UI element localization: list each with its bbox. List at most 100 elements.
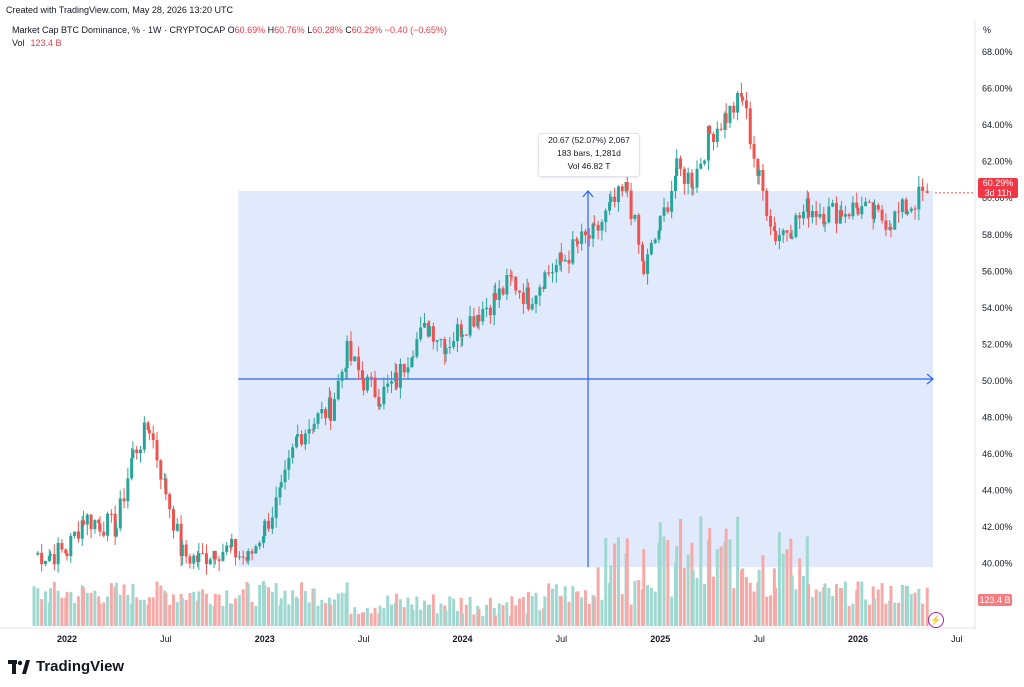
candle-body <box>609 196 613 203</box>
x-tick-label: 2026 <box>848 634 868 644</box>
x-tick-label: 2023 <box>255 634 275 644</box>
volume-bar <box>505 602 509 626</box>
candle-body <box>357 356 361 371</box>
candle-body <box>411 356 415 358</box>
candle-body <box>855 202 859 208</box>
volume-bar <box>250 601 254 626</box>
y-tick-label: 50.00% <box>982 376 1013 386</box>
volume-bar <box>711 576 715 626</box>
volume-bar <box>142 599 146 626</box>
candle-body <box>864 201 868 207</box>
volume-bar <box>679 518 683 626</box>
candle-body <box>904 199 908 215</box>
candle-body <box>360 370 364 380</box>
volume-bar <box>900 584 904 626</box>
candle-body <box>164 478 168 495</box>
volume-bar <box>538 610 542 626</box>
volume-bar <box>184 599 188 626</box>
x-tick-label: 2025 <box>650 634 670 644</box>
candle-body <box>653 239 657 243</box>
volume-bar <box>917 589 921 626</box>
volume-bar <box>455 610 459 626</box>
candle-body <box>761 169 765 191</box>
volume-bar <box>73 602 77 626</box>
volume-bar <box>300 582 304 626</box>
close-value: 60.29% <box>351 25 383 35</box>
volume-bar <box>571 586 575 626</box>
candle-body <box>662 207 666 216</box>
candle-body <box>794 215 798 237</box>
volume-bar <box>93 590 97 626</box>
candle-body <box>279 482 283 488</box>
candle-body <box>175 523 179 531</box>
volume-bar <box>521 596 525 626</box>
brand-footer: TradingView <box>8 658 124 675</box>
volume-bar <box>501 604 505 626</box>
candle-body <box>554 265 558 273</box>
candle-body <box>649 242 653 255</box>
volume-bar <box>658 522 662 626</box>
tooltip-volume: Vol 46.82 T <box>567 161 611 171</box>
candle-body <box>188 556 192 564</box>
candle-body <box>201 553 205 555</box>
candle-body <box>613 196 617 202</box>
volume-bar <box>139 599 143 626</box>
volume-bar <box>217 594 221 626</box>
volume-bar <box>620 594 624 626</box>
candle-body <box>80 520 84 539</box>
volume-bar <box>559 596 563 626</box>
volume-bar <box>708 528 712 626</box>
candle-body <box>320 409 324 414</box>
candle-body <box>708 126 712 134</box>
candle-body <box>802 211 806 219</box>
candle-body <box>52 554 56 565</box>
candle-body <box>798 215 802 219</box>
volume-bar <box>765 596 769 626</box>
candle-body <box>575 239 579 242</box>
volume-bar <box>526 591 530 626</box>
symbol-title: Market Cap BTC Dominance, % · 1W · CRYPT… <box>12 25 226 35</box>
candle-body <box>691 187 695 189</box>
volume-bar <box>49 588 53 626</box>
volume-bar <box>435 613 439 626</box>
volume-bar <box>843 581 847 626</box>
candle-body <box>369 376 373 378</box>
candle-body <box>657 230 661 240</box>
volume-bar <box>818 591 822 626</box>
x-tick-label: 2024 <box>452 634 472 644</box>
candle-body <box>587 235 591 239</box>
candle-body <box>444 348 448 355</box>
candle-body <box>872 205 876 219</box>
volume-bar <box>267 587 271 626</box>
volume-bar <box>691 570 695 626</box>
candle-body <box>179 523 183 557</box>
y-tick-label: 58.00% <box>982 230 1013 240</box>
open-value: 60.69% <box>234 25 266 35</box>
volume-bar <box>398 599 402 626</box>
candle-body <box>443 339 447 355</box>
measure-arrow-head <box>926 373 934 385</box>
volume-bar <box>609 565 613 626</box>
candle-body <box>592 223 596 225</box>
volume-bar <box>279 598 283 626</box>
volume-bar <box>703 583 707 626</box>
candle-body <box>497 288 501 300</box>
candle-body <box>234 539 238 558</box>
volume-bar <box>422 600 426 626</box>
volume-bar <box>151 597 155 626</box>
candle-body <box>838 210 842 224</box>
y-tick-label: 54.00% <box>982 303 1013 313</box>
volume-bar <box>188 592 192 626</box>
candle-body <box>353 356 357 361</box>
candle-body <box>559 252 563 262</box>
volume-bar <box>736 516 740 626</box>
lightning-icon[interactable]: ⚡ <box>928 612 944 628</box>
candle-body <box>831 203 835 207</box>
candle-body <box>543 272 547 289</box>
volume-bar <box>856 581 860 626</box>
volume-bar <box>625 538 629 626</box>
candle-body <box>856 207 860 215</box>
candle-body <box>530 304 534 310</box>
volume-bar <box>213 593 217 626</box>
